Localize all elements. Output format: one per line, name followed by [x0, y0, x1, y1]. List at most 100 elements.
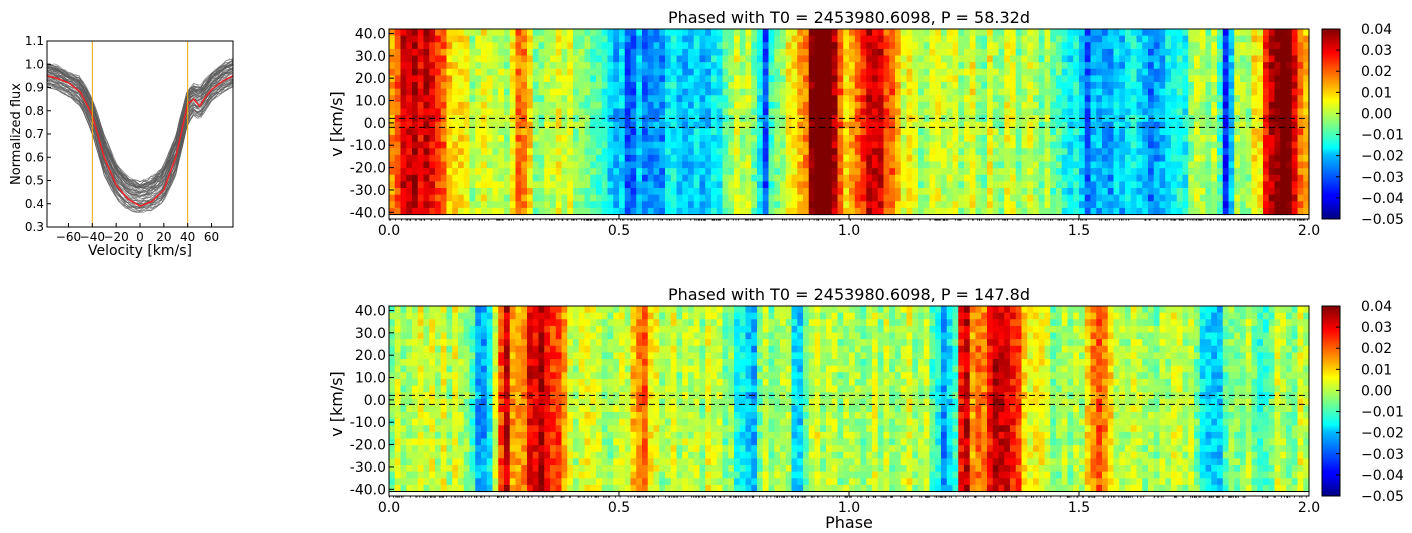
heatmap-cell: [1245, 207, 1253, 216]
heatmap-cell: [561, 174, 568, 182]
heatmap-cell: [912, 48, 919, 57]
heatmap-cell: [981, 29, 988, 37]
heatmap-cell: [486, 188, 494, 196]
heatmap-cell: [647, 121, 655, 129]
heatmap-cell: [475, 168, 482, 176]
heatmap-cell: [791, 55, 798, 63]
heatmap-cell: [670, 121, 678, 129]
heatmap-cell: [872, 75, 879, 83]
heatmap-cell: [808, 108, 816, 116]
heatmap-cell: [463, 55, 471, 63]
heatmap-cell: [1153, 82, 1161, 90]
heatmap-cell: [458, 168, 465, 176]
heatmap-cell: [1217, 55, 1224, 63]
heatmap-cell: [1188, 128, 1195, 136]
heatmap-cell: [1240, 135, 1247, 143]
heatmap-cell: [1056, 88, 1063, 96]
heatmap-cell: [527, 128, 534, 136]
heatmap-cell: [716, 154, 724, 163]
heatmap-cell: [1234, 207, 1241, 216]
heatmap-cell: [912, 42, 919, 50]
heatmap-cell: [1010, 95, 1017, 103]
heatmap-cell: [1188, 35, 1195, 43]
heatmap-cell: [676, 141, 683, 149]
heatmap-cell: [739, 154, 747, 163]
heatmap-cell: [481, 62, 488, 70]
heatmap-cell: [791, 154, 798, 163]
heatmap-cell: [992, 55, 1000, 63]
heatmap-cell: [1004, 42, 1011, 50]
heatmap-cell: [1021, 121, 1028, 129]
heatmap-cell: [1194, 108, 1201, 116]
heatmap-cell: [429, 154, 436, 163]
heatmap-cell: [1159, 201, 1166, 209]
heatmap-cell: [860, 188, 867, 196]
heatmap-cell: [1222, 68, 1230, 76]
heatmap-cell: [1297, 42, 1304, 50]
heatmap-cell: [1303, 161, 1310, 169]
heatmap-cell: [992, 35, 1000, 43]
heatmap-cell: [814, 29, 821, 37]
heatmap-cell: [900, 207, 908, 216]
heatmap-cell: [711, 207, 718, 216]
heatmap-cell: [877, 188, 885, 196]
heatmap-cell: [969, 161, 977, 169]
heatmap-cell: [964, 174, 971, 182]
heatmap-cell: [458, 154, 465, 163]
heatmap-cell: [619, 168, 626, 176]
heatmap-cell: [676, 201, 683, 209]
heatmap-cell: [1234, 68, 1241, 76]
heatmap-cell: [1268, 42, 1276, 50]
heatmap-cell: [1251, 128, 1258, 136]
heatmap-cell: [463, 181, 471, 189]
heatmap-cell: [1251, 148, 1258, 156]
heatmap-cell: [722, 188, 729, 196]
heatmap-cell: [1056, 154, 1063, 163]
heatmap-cell: [849, 101, 856, 110]
heatmap-cell: [780, 88, 787, 96]
heatmap-cell: [1263, 55, 1270, 63]
heatmap-cell: [808, 42, 816, 50]
heatmap-cell: [1102, 181, 1109, 189]
heatmap-cell: [389, 95, 396, 103]
heatmap-cell: [969, 154, 977, 163]
heatmap-cell: [469, 82, 476, 90]
heatmap-cell: [1033, 82, 1040, 90]
heatmap-cell: [630, 174, 637, 182]
heatmap-cell: [1119, 154, 1126, 163]
heatmap-cell: [739, 82, 747, 90]
heatmap-cell: [1015, 101, 1023, 110]
heatmap-cell: [1090, 29, 1097, 37]
heatmap-cell: [584, 128, 591, 136]
heatmap-cell: [1113, 115, 1120, 123]
heatmap-cell: [923, 168, 931, 176]
heatmap-cell: [941, 188, 948, 196]
heatmap-cell: [435, 35, 442, 43]
heatmap-cell: [1027, 174, 1034, 182]
heatmap-cell: [895, 48, 902, 57]
heatmap-cell: [1228, 121, 1235, 129]
heatmap-cell: [866, 154, 873, 163]
heatmap-cell: [837, 82, 844, 90]
heatmap-cell: [406, 75, 413, 83]
heatmap-cell: [722, 194, 729, 202]
heatmap-cell: [1199, 95, 1207, 103]
heatmap-cell: [699, 154, 706, 163]
heatmap-cell: [584, 62, 591, 70]
heatmap-cell: [716, 68, 724, 76]
heatmap-cell: [670, 88, 678, 96]
heatmap-cell: [498, 101, 505, 110]
heatmap-cell: [469, 42, 476, 50]
heatmap-cell: [469, 128, 476, 136]
heatmap-cell: [831, 201, 839, 209]
heatmap-cell: [1056, 42, 1063, 50]
heatmap-cell: [1217, 207, 1224, 216]
heatmap-cell: [1280, 128, 1287, 136]
heatmap-cell: [435, 108, 442, 116]
heatmap-cell: [734, 35, 741, 43]
heatmap-cell: [751, 48, 758, 57]
heatmap-cell: [762, 29, 770, 37]
heatmap-cell: [400, 101, 407, 110]
heatmap-cell: [1217, 88, 1224, 96]
heatmap-cell: [682, 115, 689, 123]
